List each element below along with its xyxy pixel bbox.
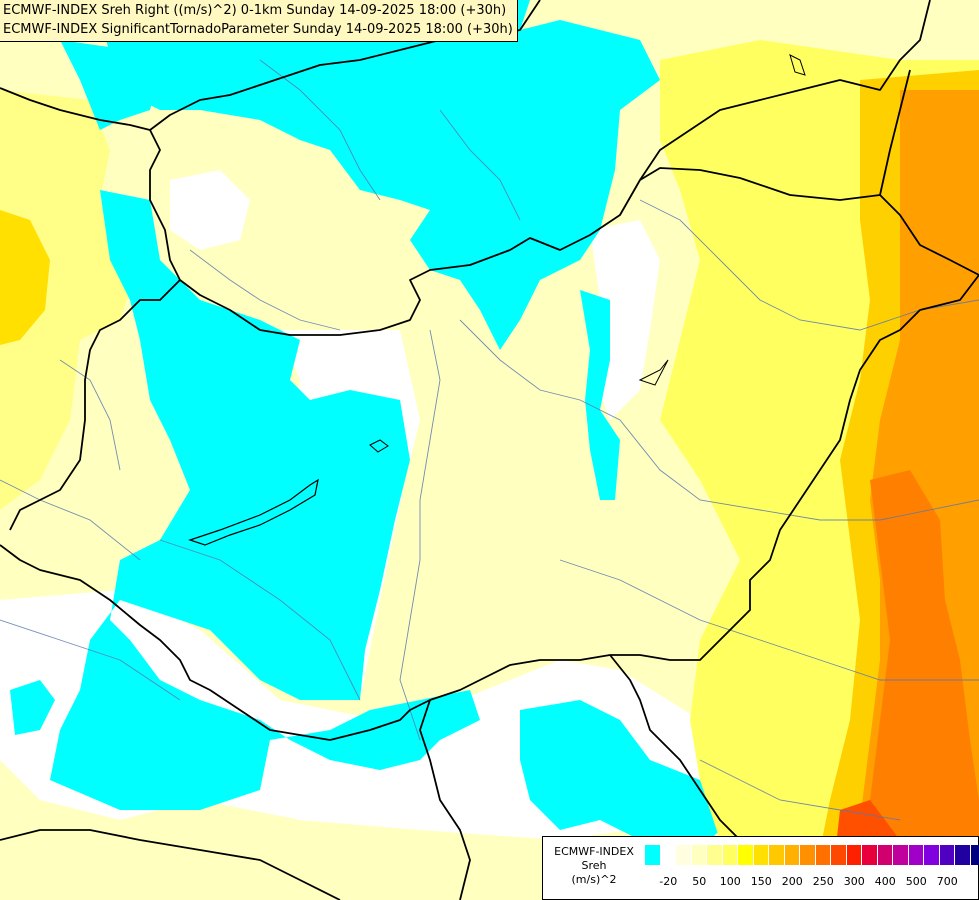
legend-tick: -20 — [659, 875, 678, 888]
legend-swatch — [924, 845, 940, 865]
legend-tick: 200 — [781, 875, 803, 888]
field-gold-west — [0, 210, 50, 345]
field-yellow-west — [0, 90, 140, 510]
legend-tick: 50 — [692, 875, 707, 888]
legend-tick: 100 — [719, 875, 741, 888]
legend-swatch — [831, 845, 847, 865]
legend-swatch — [676, 845, 692, 865]
legend-swatch — [877, 845, 893, 865]
legend-swatch — [707, 845, 723, 865]
legend-swatch — [955, 845, 971, 865]
legend-swatch — [846, 845, 862, 865]
legend-swatch — [660, 845, 676, 865]
legend-tick: 400 — [874, 875, 896, 888]
legend-tick: 700 — [936, 875, 958, 888]
map-title-box: ECMWF-INDEX Sreh Right ((m/s)^2) 0-1km S… — [0, 0, 518, 42]
legend-variable: Sreh — [581, 859, 607, 872]
legend-unit: (m/s)^2 — [571, 873, 617, 886]
lake-small-1 — [369, 439, 389, 453]
legend-swatch — [784, 845, 800, 865]
lake-small-3 — [638, 359, 669, 386]
color-legend: ECMWF-INDEX Sreh (m/s)^2 -20 50 100 150 200 2… — [542, 836, 979, 900]
legend-swatch — [862, 845, 878, 865]
lake-small-2 — [789, 54, 806, 76]
field-deep-orange-east — [860, 470, 979, 900]
field-cyan-west — [50, 190, 480, 810]
legend-labels: ECMWF-INDEX Sreh (m/s)^2 — [545, 845, 643, 887]
field-cyan-north — [95, 0, 660, 350]
legend-swatch — [970, 845, 979, 865]
field-cyan-northwest — [60, 40, 160, 130]
legend-swatch — [939, 845, 955, 865]
legend-tick: 500 — [905, 875, 927, 888]
legend-swatch — [815, 845, 831, 865]
legend-swatch — [722, 845, 738, 865]
title-line-2: ECMWF-INDEX SignificantTornadoParameter … — [3, 22, 513, 37]
field-white-north — [170, 170, 250, 250]
field-cyan-south — [520, 700, 720, 860]
rivers — [0, 59, 979, 821]
legend-swatch — [769, 845, 785, 865]
legend-tick: 250 — [812, 875, 834, 888]
legend-swatch — [645, 845, 661, 865]
legend-swatch — [691, 845, 707, 865]
field-cyan-river — [580, 290, 620, 500]
legend-swatch — [738, 845, 754, 865]
legend-tick: 300 — [843, 875, 865, 888]
lake-balaton — [188, 478, 319, 546]
title-line-1: ECMWF-INDEX Sreh Right ((m/s)^2) 0-1km S… — [3, 3, 507, 18]
legend-model: ECMWF-INDEX — [554, 845, 634, 858]
legend-swatch — [800, 845, 816, 865]
field-cyan-southwest — [10, 680, 55, 735]
legend-tick: 150 — [750, 875, 772, 888]
legend-swatch — [893, 845, 909, 865]
legend-swatch — [753, 845, 769, 865]
legend-swatch — [908, 845, 924, 865]
